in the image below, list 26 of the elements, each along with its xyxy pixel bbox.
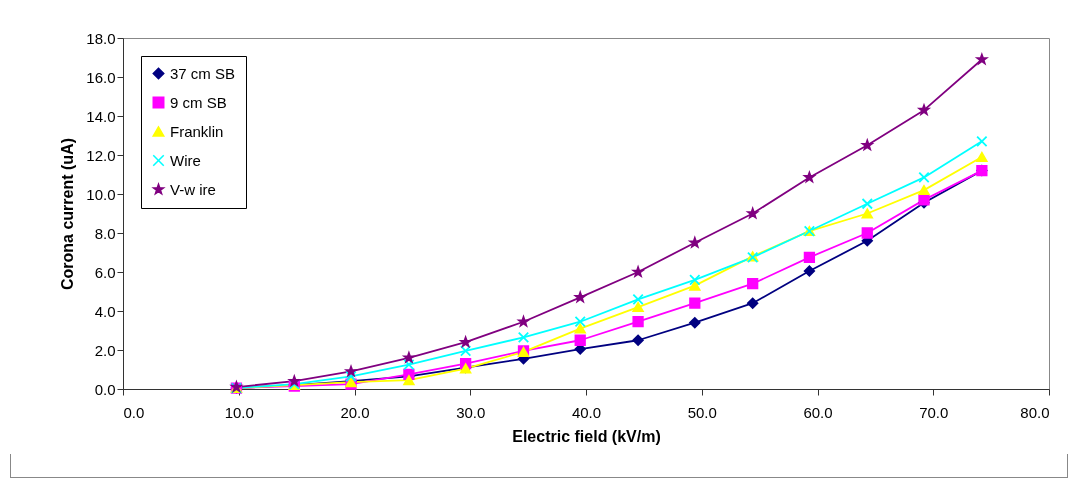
y-tick-label: 12.0 [86,146,116,164]
y-tick-label: 16.0 [86,68,116,86]
x-axis-title: Electric field (kV/m) [512,427,661,445]
y-axis-title: Corona current (uA) [59,138,77,290]
legend-label: Franklin [170,122,224,140]
y-tick-label: 8.0 [94,224,116,242]
y-tick-label: 4.0 [94,302,116,320]
x-tick-label: 0.0 [123,403,145,421]
x-tick-label: 30.0 [456,403,486,421]
x-tick-label: 60.0 [803,403,833,421]
y-tick-label: 10.0 [86,185,116,203]
legend-label: 37 cm SB [170,64,236,82]
x-tick-label: 20.0 [340,403,370,421]
x-tick-label: 40.0 [571,403,602,421]
x-tick-label: 50.0 [687,403,717,421]
y-tick-label: 2.0 [94,341,116,359]
y-tick-label: 0.0 [94,380,116,398]
y-tick-label: 6.0 [94,263,116,281]
x-tick-label: 80.0 [1020,403,1050,421]
x-tick-label: 10.0 [224,403,254,421]
y-tick-label: 14.0 [86,107,116,125]
legend-label: 9 cm SB [170,93,227,111]
legend-label: V-w ire [170,180,216,198]
x-tick-label: 70.0 [919,403,949,421]
y-tick-label: 18.0 [86,29,116,47]
legend-label: Wire [170,151,201,169]
